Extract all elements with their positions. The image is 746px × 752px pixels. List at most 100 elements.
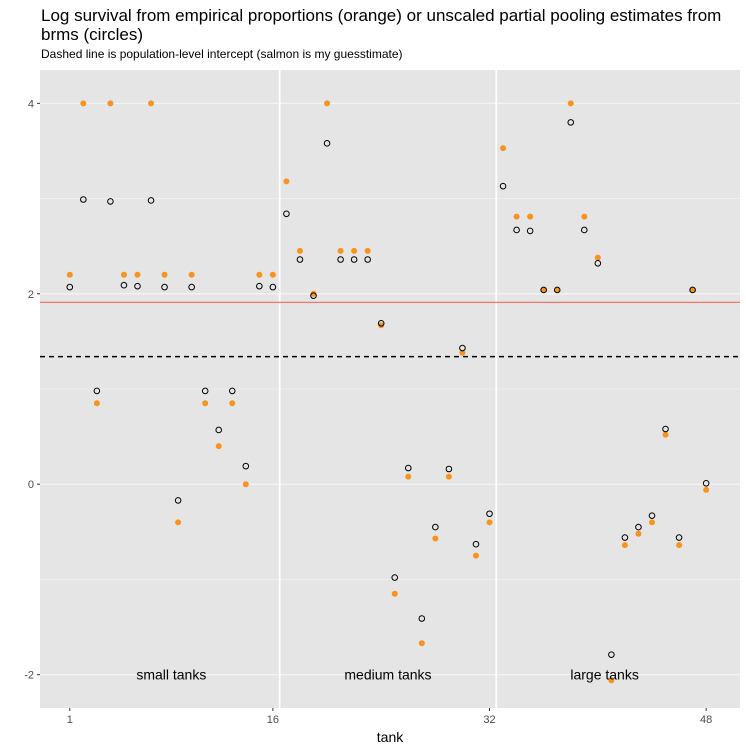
empirical-point bbox=[567, 100, 574, 107]
estimate-point bbox=[147, 197, 155, 204]
empirical-point bbox=[161, 271, 168, 278]
empirical-point bbox=[80, 100, 87, 107]
y-tick-label: -2 bbox=[24, 670, 34, 682]
empirical-point bbox=[608, 677, 615, 684]
estimate-point bbox=[201, 387, 209, 395]
estimate-point bbox=[134, 282, 141, 290]
y-tick-label: 2 bbox=[28, 289, 34, 301]
estimate-point bbox=[377, 319, 385, 327]
estimate-point bbox=[472, 540, 480, 548]
empirical-point bbox=[296, 247, 303, 254]
estimate-point bbox=[323, 140, 331, 147]
estimate-point bbox=[350, 256, 358, 263]
empirical-point bbox=[459, 349, 466, 356]
x-tick-label: 48 bbox=[700, 714, 712, 726]
estimate-point bbox=[391, 574, 399, 581]
estimate-point bbox=[689, 286, 696, 294]
estimate-point bbox=[242, 462, 250, 470]
estimate-point bbox=[364, 256, 371, 263]
empirical-point bbox=[66, 271, 73, 278]
empirical-point bbox=[337, 247, 344, 254]
estimate-point bbox=[594, 260, 602, 267]
chart-title: Log survival from empirical proportions … bbox=[41, 6, 722, 44]
estimate-point bbox=[675, 534, 683, 541]
empirical-point bbox=[635, 530, 642, 537]
estimate-point bbox=[337, 256, 344, 263]
estimate-point bbox=[93, 387, 101, 395]
empirical-point bbox=[229, 400, 236, 407]
estimate-point bbox=[621, 534, 629, 541]
empirical-point bbox=[256, 271, 263, 278]
chart-subtitle: Dashed line is population-level intercep… bbox=[41, 47, 403, 61]
tank-group-label: small tanks bbox=[136, 667, 206, 683]
estimate-point bbox=[635, 523, 642, 531]
estimate-point bbox=[120, 281, 128, 289]
tank-group-label: large tanks bbox=[570, 667, 638, 683]
empirical-point bbox=[703, 486, 710, 493]
estimate-point bbox=[499, 182, 507, 190]
estimate-point bbox=[540, 286, 547, 294]
estimate-point bbox=[107, 198, 114, 205]
x-tick-label: 16 bbox=[267, 714, 279, 726]
empirical-point bbox=[445, 473, 452, 480]
empirical-point bbox=[662, 431, 669, 438]
tank-group-label: medium tanks bbox=[344, 667, 431, 683]
empirical-point bbox=[378, 322, 385, 329]
empirical-point bbox=[283, 178, 290, 185]
empirical-point bbox=[391, 590, 398, 597]
estimate-point bbox=[445, 465, 453, 473]
empirical-point bbox=[324, 100, 331, 107]
estimate-point bbox=[188, 283, 195, 291]
empirical-point bbox=[242, 481, 249, 488]
empirical-point bbox=[175, 519, 182, 526]
estimate-point bbox=[228, 387, 236, 395]
empirical-point bbox=[269, 271, 276, 278]
estimate-point bbox=[404, 464, 412, 472]
estimate-point bbox=[486, 510, 493, 518]
estimate-point bbox=[161, 283, 168, 291]
estimate-point bbox=[418, 615, 426, 622]
estimate-point bbox=[432, 523, 439, 531]
estimate-point bbox=[567, 119, 575, 126]
y-tick-label: 4 bbox=[28, 98, 34, 110]
empirical-point bbox=[364, 247, 371, 254]
empirical-point bbox=[486, 519, 493, 526]
estimate-point bbox=[310, 292, 317, 299]
empirical-point bbox=[621, 542, 628, 549]
estimate-point bbox=[580, 226, 588, 234]
empirical-point bbox=[351, 247, 358, 254]
estimate-point bbox=[296, 256, 304, 263]
x-tick-label: 32 bbox=[483, 714, 495, 726]
empirical-point bbox=[310, 290, 317, 297]
y-tick-label: 0 bbox=[28, 479, 34, 491]
empirical-point bbox=[676, 542, 683, 549]
empirical-point bbox=[405, 473, 412, 480]
estimate-point bbox=[648, 512, 656, 519]
estimate-point bbox=[553, 286, 561, 294]
empirical-point bbox=[594, 254, 601, 261]
empirical-point bbox=[418, 640, 425, 647]
estimate-point bbox=[256, 282, 263, 290]
empirical-point bbox=[554, 286, 561, 293]
empirical-point bbox=[540, 286, 547, 293]
empirical-point bbox=[472, 552, 479, 559]
empirical-point bbox=[500, 145, 507, 152]
empirical-point bbox=[432, 535, 439, 542]
estimate-point bbox=[66, 283, 74, 291]
empirical-point bbox=[93, 400, 100, 407]
empirical-point bbox=[148, 100, 155, 107]
estimate-point bbox=[80, 196, 87, 203]
estimate-point bbox=[215, 426, 223, 434]
empirical-point bbox=[527, 213, 534, 220]
empirical-point bbox=[188, 271, 195, 278]
empirical-point bbox=[581, 213, 588, 220]
estimate-point bbox=[283, 210, 290, 218]
empirical-point bbox=[648, 519, 655, 526]
estimate-point bbox=[608, 651, 615, 658]
estimate-point bbox=[174, 497, 182, 504]
x-axis-title: tank bbox=[377, 729, 404, 745]
empirical-point bbox=[134, 271, 141, 278]
empirical-point bbox=[513, 213, 520, 220]
empirical-point bbox=[215, 443, 222, 450]
